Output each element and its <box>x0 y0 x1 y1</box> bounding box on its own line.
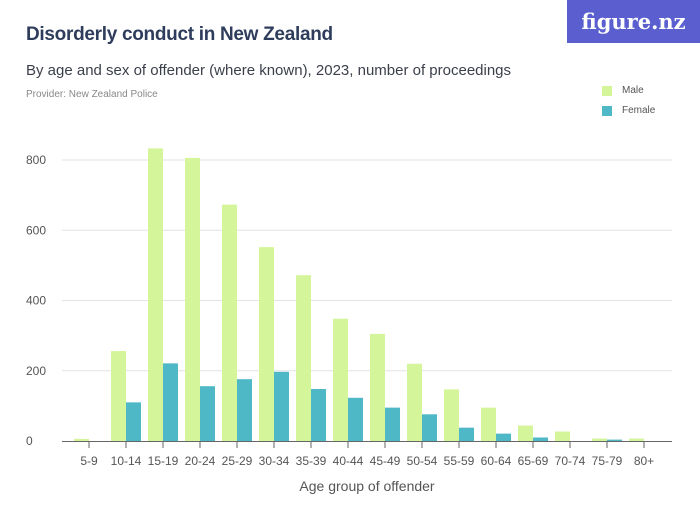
x-tick-label: 50-54 <box>407 454 438 468</box>
bar-male <box>259 247 274 441</box>
bar-female <box>385 407 400 441</box>
legend-swatch-female <box>602 105 612 116</box>
provider-text: Provider: New Zealand Police <box>26 89 158 100</box>
x-tick-label: 70-74 <box>555 454 586 468</box>
bar-male <box>333 318 348 441</box>
x-tick-label: 35-39 <box>296 454 327 468</box>
x-tick-label: 55-59 <box>444 454 475 468</box>
bar-male <box>74 438 89 441</box>
x-tick-label: 80+ <box>634 454 654 468</box>
y-tick-label: 0 <box>26 434 33 448</box>
figure-nz-logo[interactable]: figure.nz <box>567 0 700 43</box>
chart-subtitle: By age and sex of offender (where known)… <box>26 62 512 79</box>
chart-title: Disorderly conduct in New Zealand <box>26 24 333 45</box>
x-tick-label: 65-69 <box>518 454 549 468</box>
bar-female <box>311 389 326 441</box>
bar-female <box>607 439 622 441</box>
legend-item-male: Male <box>602 85 644 96</box>
bar-male <box>629 438 644 441</box>
bar-female <box>496 433 511 441</box>
legend-item-female: Female <box>602 105 655 116</box>
bar-female <box>126 402 141 441</box>
bar-male <box>444 389 459 441</box>
bar-female <box>422 414 437 441</box>
bar-male <box>555 431 570 441</box>
y-tick-label: 400 <box>26 294 46 308</box>
bar-male <box>481 407 496 441</box>
bar-male <box>296 275 311 441</box>
bar-female <box>348 397 363 441</box>
legend-label-female: Female <box>622 105 656 116</box>
bar-male <box>592 438 607 441</box>
y-tick-label: 600 <box>26 223 46 237</box>
x-tick-label: 15-19 <box>148 454 179 468</box>
bar-male <box>370 333 385 441</box>
bar-male <box>111 351 126 441</box>
bar-female <box>163 363 178 441</box>
bar-male <box>148 148 163 441</box>
x-tick-label: 45-49 <box>370 454 401 468</box>
bar-male <box>185 157 200 441</box>
y-tick-label: 800 <box>26 153 46 167</box>
bar-female <box>459 427 474 441</box>
x-tick-label: 10-14 <box>111 454 142 468</box>
bar-female <box>533 437 548 441</box>
bar-female <box>200 386 215 441</box>
bar-male <box>407 363 422 441</box>
x-tick-label: 5-9 <box>80 454 98 468</box>
y-tick-label: 200 <box>26 364 46 378</box>
x-tick-label: 60-64 <box>481 454 512 468</box>
bar-female <box>274 371 289 441</box>
bar-female <box>237 379 252 441</box>
bar-male <box>518 425 533 441</box>
legend-swatch-male <box>602 85 612 96</box>
bar-male <box>222 204 237 441</box>
x-tick-label: 25-29 <box>222 454 253 468</box>
x-tick-label: 75-79 <box>592 454 623 468</box>
x-axis-label: Age group of offender <box>299 478 435 494</box>
x-tick-label: 30-34 <box>259 454 290 468</box>
legend-label-male: Male <box>622 85 644 96</box>
x-tick-label: 40-44 <box>333 454 364 468</box>
x-tick-label: 20-24 <box>185 454 216 468</box>
